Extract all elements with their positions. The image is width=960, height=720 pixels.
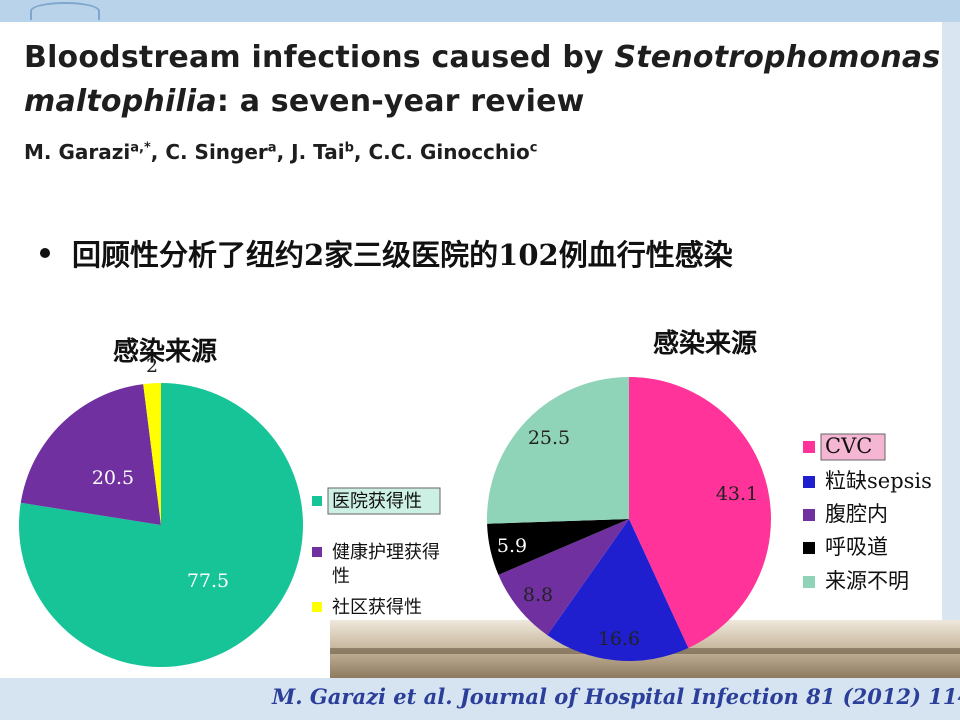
author-affiliation: b xyxy=(344,140,354,156)
data-label: 20.5 xyxy=(92,467,134,489)
data-label: 8.8 xyxy=(523,584,553,606)
chart-title: 感染来源 xyxy=(653,329,757,359)
author: C.C. Ginocchio xyxy=(368,140,530,164)
author: J. Tai xyxy=(291,140,345,164)
citation: M. Garazi et al. Journal of Hospital Inf… xyxy=(272,684,960,709)
legend-swatch xyxy=(312,496,322,506)
university-logo-icon xyxy=(30,2,100,20)
pie-slice-5 xyxy=(487,377,629,524)
legend-label: CVC xyxy=(825,434,872,458)
data-label: 43.1 xyxy=(716,483,758,505)
paper-title: Bloodstream infections caused by Stenotr… xyxy=(24,40,941,119)
legend-label: 粒缺sepsis xyxy=(825,469,932,493)
legend-swatch xyxy=(803,509,815,521)
summary-bullet: 回顾性分析了纽约2家三级医院的102例血行性感染 xyxy=(40,232,733,274)
pie-slice-2 xyxy=(20,384,161,525)
legend-label: 来源不明 xyxy=(825,569,909,593)
side-band xyxy=(942,22,960,720)
data-label: 77.5 xyxy=(187,570,229,592)
author: M. Garazi xyxy=(24,140,131,164)
legend-swatch xyxy=(803,476,815,488)
author-list: M. Garazia,*, C. Singera, J. Taib, C.C. … xyxy=(24,140,538,164)
data-label: 16.6 xyxy=(598,628,640,650)
legend-swatch xyxy=(803,542,815,554)
chart-title: 感染来源 xyxy=(113,337,217,367)
legend-swatch xyxy=(803,576,815,588)
legend-label: 呼吸道 xyxy=(825,535,888,559)
pie-slice-2 xyxy=(547,519,689,661)
footer-band xyxy=(0,678,960,720)
legend-swatch xyxy=(312,547,322,557)
legend-label: 社区获得性 xyxy=(332,597,422,618)
author: C. Singer xyxy=(165,140,268,164)
legend-label: 医院获得性 xyxy=(332,491,422,512)
legend-swatch xyxy=(312,602,322,612)
legend-label: 健康护理获得性 xyxy=(332,542,440,587)
pie-slice-1 xyxy=(629,377,771,649)
header-band xyxy=(0,0,960,22)
legend-swatch xyxy=(803,441,815,453)
data-label: 2 xyxy=(146,355,158,377)
author-affiliation: a xyxy=(267,140,277,156)
data-label: 5.9 xyxy=(497,535,527,557)
bullet-dot-icon xyxy=(40,248,50,258)
pie-slice-4 xyxy=(487,519,629,575)
pie-slice-3 xyxy=(143,383,161,525)
pie-slice-1 xyxy=(19,383,304,667)
pie-slice-3 xyxy=(498,519,629,636)
legend-label: 腹腔内 xyxy=(825,502,888,526)
summary-text: 回顾性分析了纽约2家三级医院的102例血行性感染 xyxy=(72,238,733,272)
data-label: 25.5 xyxy=(528,427,570,449)
author-affiliation: a,* xyxy=(130,140,151,156)
author-affiliation: c xyxy=(529,140,538,156)
